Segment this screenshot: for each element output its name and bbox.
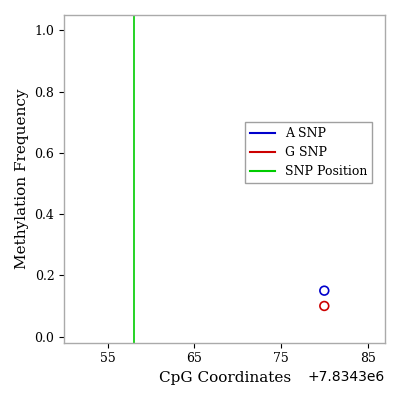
Point	[321, 288, 328, 294]
X-axis label: CpG Coordinates: CpG Coordinates	[158, 371, 291, 385]
Legend: A SNP, G SNP, SNP Position: A SNP, G SNP, SNP Position	[245, 122, 372, 183]
Point	[321, 303, 328, 309]
Y-axis label: Methylation Frequency: Methylation Frequency	[15, 89, 29, 269]
